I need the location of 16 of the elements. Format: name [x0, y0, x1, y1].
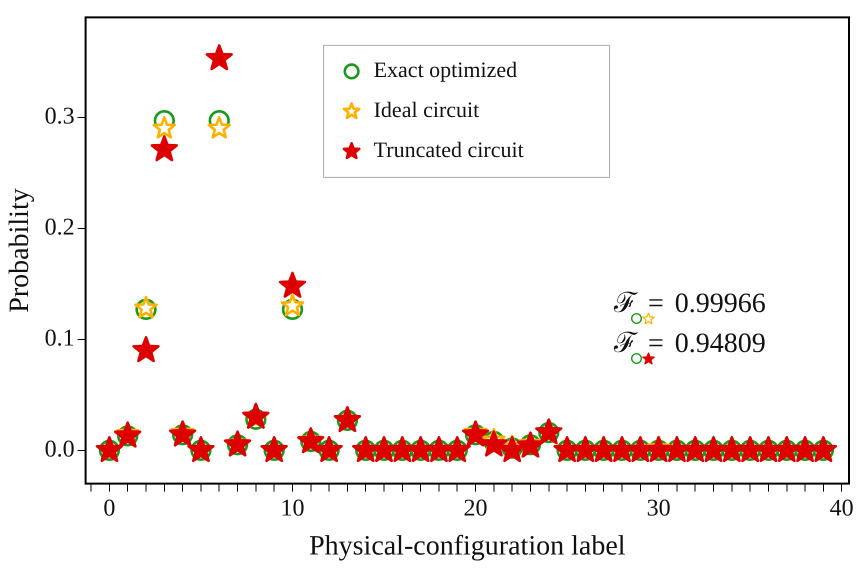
y-tick-label: 0.2	[44, 214, 75, 241]
legend-label: Truncated circuit	[374, 137, 524, 162]
x-tick-label: 10	[280, 495, 304, 522]
y-tick-label: 0.3	[44, 104, 75, 130]
x-tick-label: 30	[646, 495, 671, 522]
x-tick-label: 20	[464, 495, 488, 522]
x-tick-label: 40	[830, 495, 854, 522]
x-axis-title: Physical-configuration label	[309, 530, 626, 562]
annotation: ℱ = 0.94809	[614, 328, 766, 359]
legend-label: Exact optimized	[374, 57, 518, 82]
legend-label: Ideal circuit	[374, 97, 480, 122]
y-tick-label: 0.1	[44, 326, 75, 352]
y-axis-title: Probability	[4, 188, 36, 313]
y-tick-label: 0.0	[44, 436, 75, 463]
annotation: ℱ = 0.99966	[614, 288, 766, 319]
x-tick-label: 0	[103, 495, 116, 522]
